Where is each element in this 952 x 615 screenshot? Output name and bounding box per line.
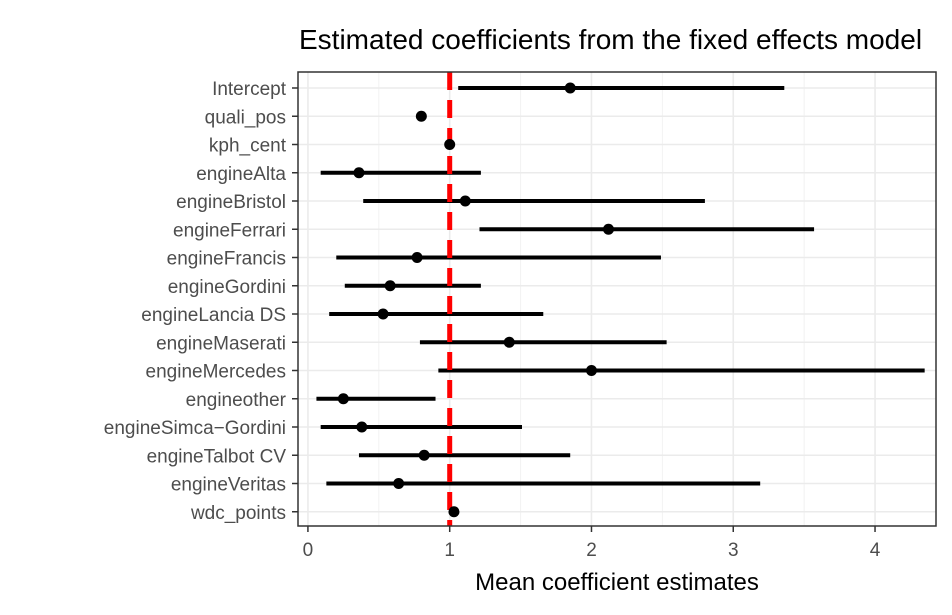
chart-marks [297, 71, 937, 527]
y-tick-label: engineTalbot CV [147, 446, 287, 467]
y-tick-label: engineFrancis [167, 249, 286, 270]
estimate-point [585, 365, 597, 376]
panel-border [297, 71, 937, 527]
y-tick-label: engineother [186, 390, 287, 411]
y-axis: Intercept quali_pos kph_cent engineAlta engi… [104, 79, 298, 524]
y-tick-label: engineMercedes [146, 362, 286, 383]
x-axis: 0 1 2 3 4 [303, 526, 881, 561]
y-tick-label: engineLancia DS [141, 305, 286, 326]
estimate-point [602, 223, 614, 235]
estimate-point [415, 110, 427, 122]
estimate-point [564, 82, 576, 94]
y-tick-label: engineSimca−Gordini [104, 418, 286, 439]
x-tick-label: 1 [444, 540, 455, 561]
y-tick-label: engineVeritas [171, 475, 286, 496]
estimate-point [356, 421, 368, 433]
y-tick-label: engineFerrari [173, 220, 286, 241]
y-tick-label: wdc_points [190, 503, 286, 524]
y-tick-label: quali_pos [205, 107, 286, 128]
y-tick-label: engineBristol [176, 192, 286, 213]
estimate-point [393, 478, 405, 489]
x-tick-label: 4 [870, 540, 881, 561]
x-tick-label: 3 [728, 540, 739, 561]
estimate-point [411, 252, 423, 263]
estimate-point [503, 336, 515, 348]
y-tick-label: engineGordini [168, 277, 286, 298]
plot-panel [298, 72, 936, 526]
estimate-point [353, 167, 365, 179]
estimate-point [459, 195, 471, 207]
estimate-point [444, 139, 456, 150]
y-tick-label: engineAlta [196, 164, 286, 185]
x-axis-label: Mean coefficient estimates [475, 569, 759, 596]
chart-title: Estimated coefficients from the fixed ef… [299, 24, 922, 55]
estimate-point [418, 449, 430, 461]
estimate-point [377, 308, 389, 320]
x-tick-label: 0 [303, 540, 314, 561]
y-tick-label: kph_cent [209, 136, 287, 157]
y-tick-label: engineMaserati [156, 333, 286, 354]
estimate-point [337, 393, 349, 405]
estimate-point [384, 280, 396, 292]
y-tick-label: Intercept [212, 79, 287, 100]
estimate-point [448, 506, 460, 518]
x-tick-label: 2 [586, 540, 597, 561]
